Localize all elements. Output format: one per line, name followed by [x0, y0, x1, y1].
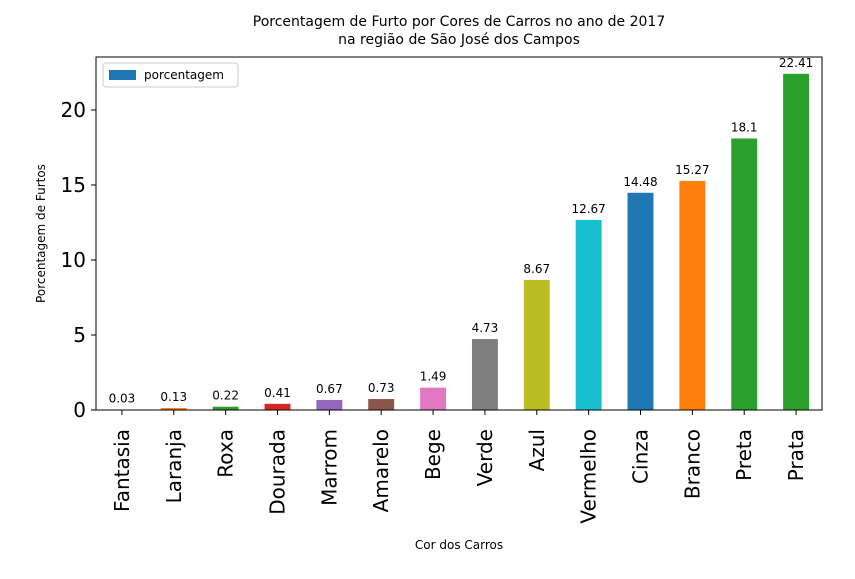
bar-laranja [160, 408, 187, 410]
value-label-dourada: 0.41 [264, 386, 291, 400]
y-tick-label: 15 [61, 173, 86, 197]
x-tick-label-amarelo: Amarelo [369, 429, 393, 512]
x-tick-label-cinza: Cinza [629, 429, 653, 484]
bar-dourada [264, 403, 291, 410]
x-tick-label-vermelho: Vermelho [577, 429, 601, 524]
value-label-prata: 22.41 [779, 56, 813, 70]
x-tick-label-prata: Prata [784, 429, 808, 481]
value-label-cinza: 14.48 [623, 175, 657, 189]
value-label-branco: 15.27 [675, 163, 709, 177]
value-label-preta: 18.1 [731, 120, 758, 134]
value-label-marrom: 0.67 [316, 382, 343, 396]
chart-title-line-1: Porcentagem de Furto por Cores de Carros… [253, 14, 665, 30]
bar-bege [420, 387, 447, 410]
y-tick-label: 0 [73, 398, 86, 422]
value-label-laranja: 0.13 [160, 390, 187, 404]
x-tick-label-preta: Preta [732, 429, 756, 481]
value-label-azul: 8.67 [523, 262, 550, 276]
x-tick-label-roxa: Roxa [214, 429, 238, 478]
value-label-bege: 1.49 [420, 370, 447, 384]
bar-branco [679, 180, 706, 410]
bar-prata [783, 73, 810, 411]
x-tick-label-laranja: Laranja [162, 429, 186, 503]
x-tick-label-marrom: Marrom [317, 429, 341, 506]
y-tick-label: 10 [61, 248, 86, 272]
y-tick-label: 5 [73, 323, 86, 347]
y-axis-label: Porcentagem de Furtos [34, 164, 48, 303]
bar-vermelho [575, 219, 602, 410]
value-label-roxa: 0.22 [212, 389, 239, 403]
bar-verde [471, 339, 498, 410]
x-tick-label-verde: Verde [473, 429, 497, 486]
x-tick-label-dourada: Dourada [266, 429, 290, 515]
bar-cinza [627, 192, 654, 410]
x-tick-label-fantasia: Fantasia [110, 429, 134, 512]
bar-azul [523, 279, 550, 410]
x-tick-label-bege: Bege [421, 429, 445, 480]
value-label-vermelho: 12.67 [571, 202, 605, 216]
value-label-fantasia: 0.03 [109, 392, 136, 406]
x-axis-label: Cor dos Carros [415, 538, 503, 552]
x-tick-label-branco: Branco [680, 429, 704, 499]
legend-label: porcentagem [144, 68, 224, 82]
legend-swatch [109, 70, 136, 80]
bar-roxa [212, 406, 239, 410]
plot-frame [95, 56, 823, 411]
value-label-amarelo: 0.73 [368, 381, 395, 395]
x-tick-label-azul: Azul [525, 429, 549, 471]
bar-amarelo [368, 399, 395, 410]
chart-title-line-2: na região de São José dos Campos [338, 32, 580, 48]
value-label-verde: 4.73 [472, 321, 499, 335]
bar-preta [731, 138, 758, 410]
legend-box [102, 62, 239, 88]
y-tick-label: 20 [61, 98, 86, 122]
bar-marrom [316, 399, 343, 410]
